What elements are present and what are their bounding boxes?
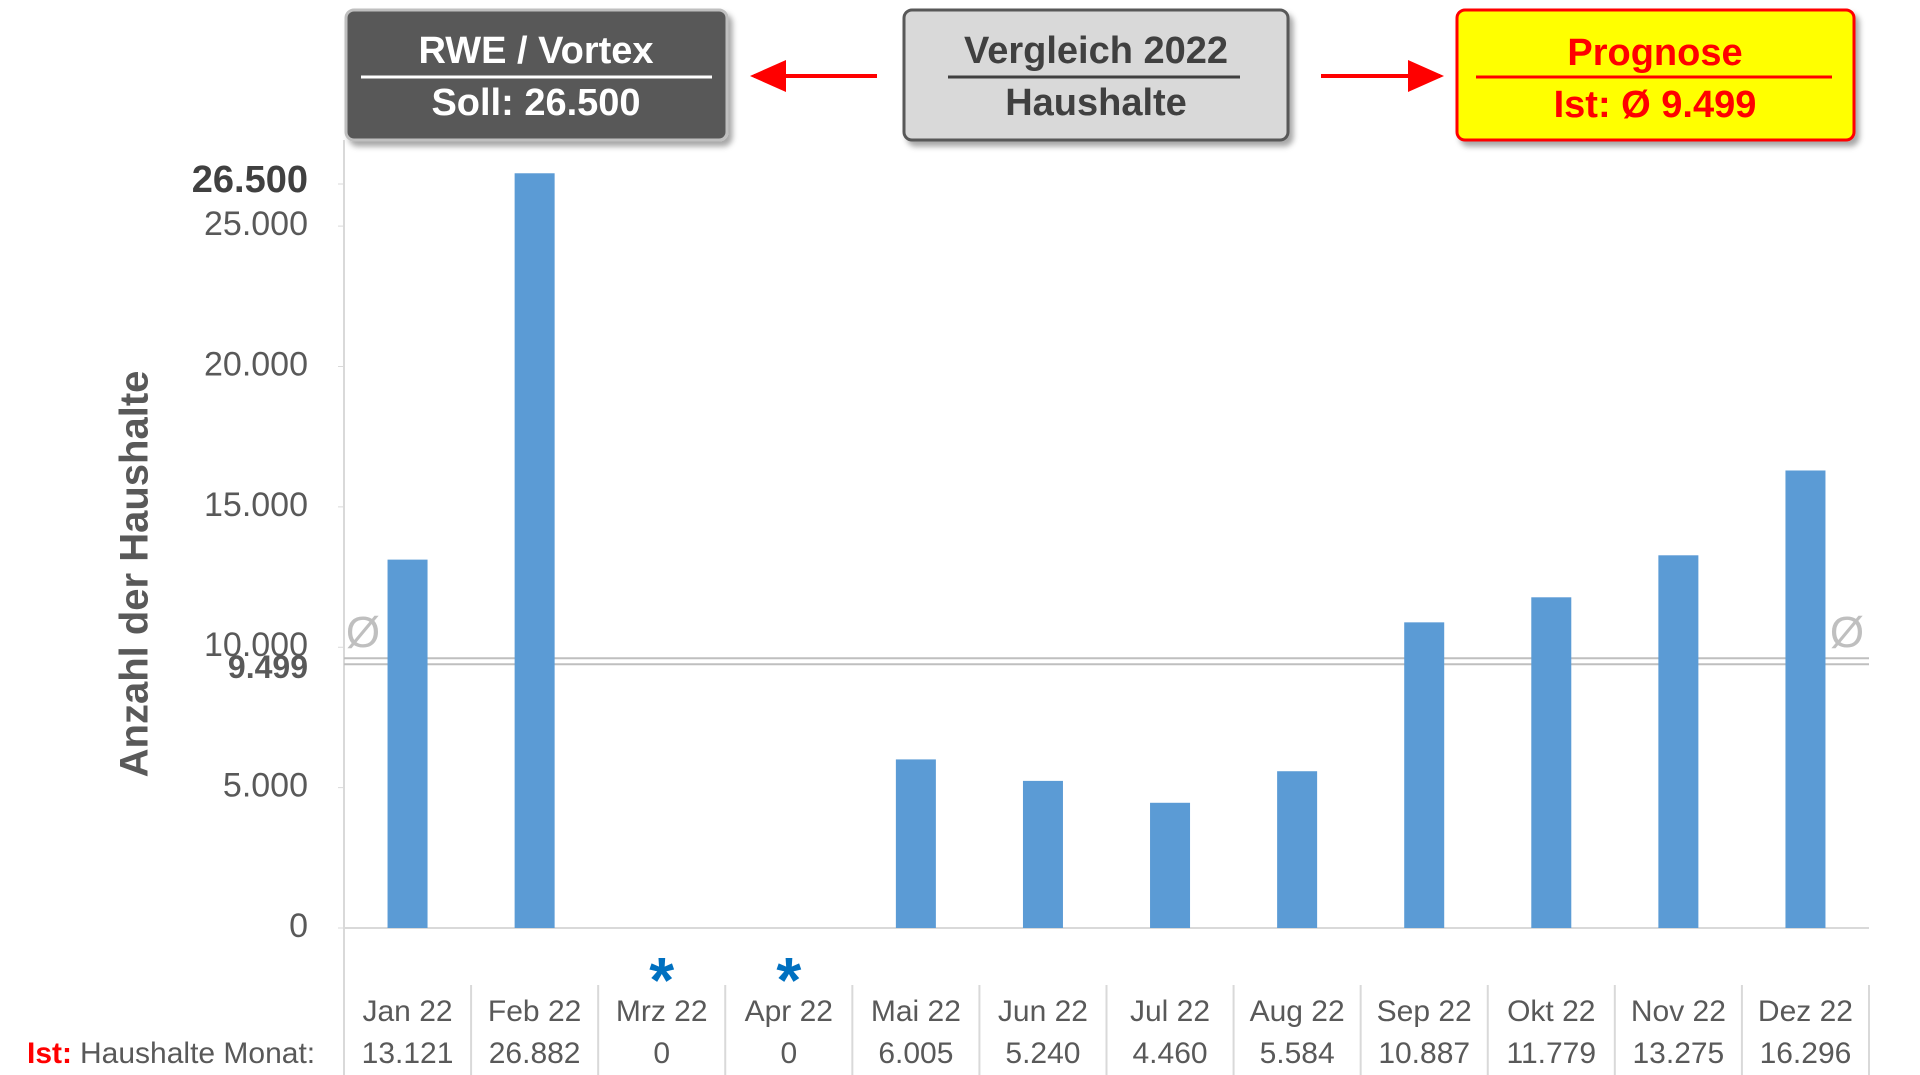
target-box: RWE / Vortex Soll: 26.500 — [344, 8, 729, 142]
x-tick-label: Apr 22 — [745, 995, 833, 1028]
row-label: Ist: Haushalte Monat: — [27, 1037, 315, 1070]
y-tick-label: 25.000 — [204, 205, 308, 243]
average-label: 9.499 — [228, 649, 308, 685]
box-text: Soll: 26.500 — [431, 82, 640, 124]
bar — [1404, 622, 1445, 928]
box-title: Vergleich 2022 — [964, 30, 1228, 72]
average-symbol: Ø — [346, 608, 380, 657]
center-box: Vergleich 2022 Haushalte — [902, 8, 1290, 142]
x-tick-label: Feb 22 — [488, 995, 581, 1028]
x-tick-label: Jun 22 — [998, 995, 1088, 1028]
x-tick-label: Nov 22 — [1631, 995, 1726, 1028]
box — [344, 8, 729, 142]
forecast-box: Prognose Ist: Ø 9.499 — [1455, 8, 1856, 142]
box-text: Haushalte — [1005, 82, 1187, 124]
x-tick-label: Okt 22 — [1507, 995, 1595, 1028]
marker: * — [776, 944, 801, 1016]
y-tick-label: 15.000 — [204, 486, 308, 524]
bar — [1277, 771, 1318, 928]
y-tick-label: 10.000 — [204, 626, 308, 664]
y-tick-label: 20.000 — [204, 345, 308, 383]
value-label: 13.121 — [362, 1037, 454, 1070]
bar — [1785, 470, 1826, 928]
marker: * — [649, 944, 674, 1016]
y-tick-label: 5.000 — [223, 767, 308, 805]
box — [902, 8, 1290, 142]
y-axis-title: Anzahl der Haushalte — [113, 371, 157, 778]
bar — [1531, 597, 1572, 928]
bar — [1150, 802, 1191, 928]
x-tick-label: Jan 22 — [363, 995, 453, 1028]
value-label: 10.887 — [1378, 1037, 1470, 1070]
value-label: 4.460 — [1133, 1037, 1208, 1070]
value-label: 0 — [653, 1037, 670, 1070]
value-label: 26.882 — [489, 1037, 581, 1070]
value-label: 13.275 — [1632, 1037, 1724, 1070]
x-tick-label: Sep 22 — [1377, 995, 1472, 1028]
box — [1455, 8, 1856, 142]
bar — [387, 559, 428, 928]
row-prefix: Ist: — [27, 1037, 72, 1070]
value-label: 5.240 — [1005, 1037, 1080, 1070]
x-tick-label: Aug 22 — [1250, 995, 1345, 1028]
value-label: 11.779 — [1507, 1037, 1597, 1070]
box-title: RWE / Vortex — [418, 30, 653, 72]
box-text: Ist: Ø 9.499 — [1554, 84, 1757, 126]
target-label: 26.500 — [192, 159, 308, 201]
x-tick-label: Mrz 22 — [616, 995, 708, 1028]
value-label: 6.005 — [878, 1037, 953, 1070]
bar — [1658, 555, 1699, 928]
x-tick-label: Mai 22 — [871, 995, 961, 1028]
bar — [514, 173, 555, 929]
average-symbol: Ø — [1830, 608, 1864, 657]
value-label: 5.584 — [1260, 1037, 1335, 1070]
value-label: 16.296 — [1760, 1037, 1852, 1070]
x-tick-label: Dez 22 — [1758, 995, 1853, 1028]
x-tick-label: Jul 22 — [1130, 995, 1210, 1028]
y-tick-label: 0 — [289, 907, 308, 945]
box-title: Prognose — [1567, 32, 1742, 74]
value-label: 0 — [780, 1037, 797, 1070]
bar — [1022, 780, 1063, 928]
bar — [895, 759, 936, 928]
row-text: Haushalte Monat: — [80, 1037, 315, 1070]
